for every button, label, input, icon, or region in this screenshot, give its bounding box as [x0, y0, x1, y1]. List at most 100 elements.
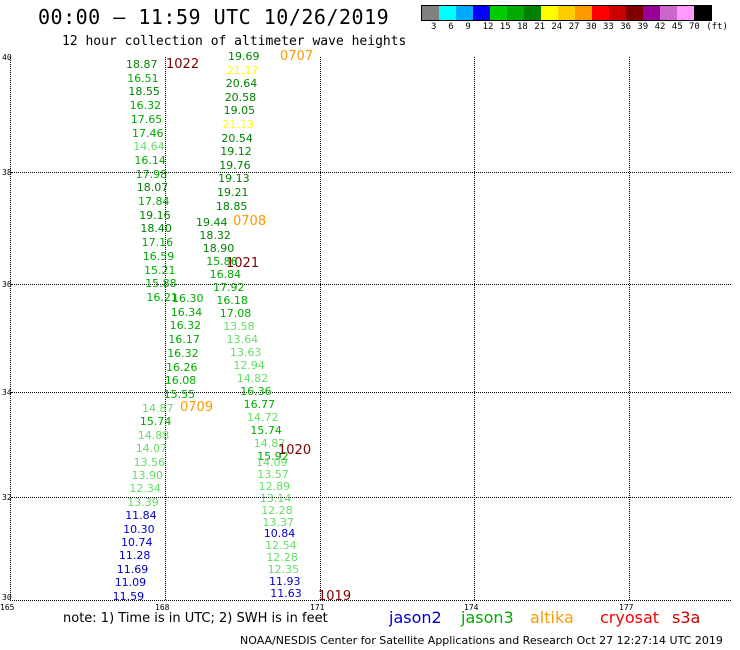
wave-height-value: 14.72 — [247, 411, 279, 424]
wave-height-value: 16.14 — [134, 153, 166, 167]
wave-height-value: 17.65 — [130, 112, 163, 126]
wave-height-value: 11.84 — [125, 509, 157, 523]
wave-height-value: 17.92 — [213, 281, 245, 294]
legend-swatch — [694, 6, 711, 20]
wave-height-value: 12.89 — [258, 479, 291, 493]
legend-label: 70 — [689, 22, 700, 32]
meridian-174 — [474, 57, 475, 600]
wave-height-value: 10.84 — [263, 527, 296, 541]
lat-label-32: 32 — [2, 493, 12, 502]
wave-height-value: 16.18 — [216, 294, 248, 307]
wave-height-value: 16.08 — [164, 374, 197, 388]
legend-label: 18 — [517, 22, 528, 32]
legend-label: 15 — [499, 22, 511, 32]
page-subtitle: 12 hour collection of altimeter wave hei… — [62, 34, 407, 49]
legend-swatch — [626, 6, 643, 20]
legend-label: 21 — [534, 22, 546, 32]
wave-height-value: 16.84 — [209, 268, 242, 281]
wave-height-value: 10.74 — [121, 536, 153, 549]
wave-height-value: 13.58 — [223, 320, 255, 333]
wave-height-value: 15.86 — [206, 255, 238, 268]
wave-height-value: 13.39 — [127, 495, 159, 509]
wave-height-value: 19.16 — [139, 208, 171, 222]
wave-height-value: 15.88 — [145, 277, 177, 291]
parallel-32 — [11, 497, 731, 498]
wave-height-value: 11.63 — [270, 586, 302, 600]
wave-height-value: 12.35 — [267, 563, 300, 577]
legend-label: 27 — [568, 22, 580, 32]
wave-height-value: 17.98 — [135, 167, 168, 181]
wave-height-value: 19.12 — [220, 145, 252, 159]
pass-time-label: 1022 — [166, 57, 200, 72]
lon-label-171: 171 — [310, 603, 325, 612]
lat-label-34: 34 — [2, 388, 12, 397]
parallel-34 — [11, 392, 731, 393]
legend-label: 9 — [465, 22, 471, 32]
legend-swatch — [439, 6, 456, 20]
wave-height-value: 15.55 — [163, 387, 196, 401]
legend-swatch — [473, 6, 490, 20]
wave-height-value: 17.16 — [141, 236, 174, 250]
pass-time-label: 1019 — [318, 589, 352, 604]
lat-label-30: 30 — [2, 593, 12, 602]
wave-height-value: 14.88 — [137, 428, 170, 442]
legend-label: 36 — [620, 22, 632, 32]
wave-height-value: 10.30 — [123, 522, 155, 536]
wave-height-value: 16.32 — [129, 99, 162, 113]
lon-label-168: 168 — [155, 603, 170, 612]
wave-height-value: 11.28 — [118, 549, 151, 563]
wave-height-value: 16.21 — [146, 290, 178, 304]
wave-height-value: 15.74 — [250, 424, 282, 437]
legend-swatch — [643, 6, 660, 20]
legend-swatch — [524, 6, 541, 20]
wave-height-value: 21.13 — [222, 118, 255, 131]
lon-label-174: 174 — [464, 603, 479, 612]
meridian-171 — [320, 57, 321, 600]
legend-label: (ft) — [706, 22, 728, 32]
color-legend — [421, 5, 712, 21]
legend-label: 12 — [482, 22, 494, 32]
map-area — [10, 57, 731, 601]
legend-swatch — [677, 6, 694, 20]
wave-height-value: 16.32 — [169, 319, 202, 333]
wave-height-value: 12.28 — [261, 503, 293, 517]
wave-height-value: 19.44 — [196, 216, 228, 229]
wave-height-value: 15.92 — [257, 450, 289, 463]
footer-credit: NOAA/NESDIS Center for Satellite Applica… — [240, 634, 723, 647]
legend-label: 39 — [637, 22, 649, 32]
wave-height-value: 12.28 — [266, 551, 298, 565]
wave-height-value: 18.85 — [215, 199, 248, 213]
wave-height-value: 19.13 — [218, 172, 250, 186]
wave-height-value: 12.94 — [233, 359, 265, 372]
wave-height-value: 16.32 — [167, 346, 199, 360]
satellite-altika: altika — [530, 608, 574, 627]
legend-label: 33 — [603, 22, 614, 32]
wave-height-value: 20.54 — [221, 131, 253, 145]
wave-height-value: 19.21 — [217, 186, 249, 199]
pass-time-label: 0707 — [280, 49, 314, 64]
wave-height-value: 14.82 — [253, 437, 286, 450]
wave-height-value: 16.36 — [240, 385, 272, 398]
legend-swatch — [660, 6, 677, 20]
pass-time-label: 0709 — [180, 400, 214, 415]
wave-height-value: 14.82 — [236, 372, 269, 385]
wave-height-value: 12.34 — [129, 482, 161, 496]
wave-height-value: 13.64 — [226, 333, 259, 346]
wave-height-value: 11.93 — [269, 575, 301, 588]
wave-height-value: 13.56 — [133, 455, 166, 469]
wave-height-value: 11.09 — [114, 576, 147, 590]
lon-label-165: 165 — [0, 603, 15, 612]
page-title: 00:00 – 11:59 UTC 10/26/2019 — [38, 5, 390, 29]
wave-height-value: 13.90 — [131, 469, 164, 482]
wave-height-value: 17.08 — [219, 307, 252, 320]
wave-height-value: 13.37 — [262, 515, 295, 529]
legend-swatch — [609, 6, 626, 20]
meridian-168 — [165, 57, 166, 600]
pass-time-label: 1020 — [278, 443, 312, 458]
wave-height-value: 18.32 — [199, 229, 231, 242]
legend-swatch — [490, 6, 507, 20]
wave-height-value: 21.17 — [226, 63, 259, 77]
wave-height-value: 15.74 — [139, 415, 172, 429]
wave-height-value: 18.40 — [140, 222, 172, 236]
legend-swatch — [575, 6, 592, 20]
